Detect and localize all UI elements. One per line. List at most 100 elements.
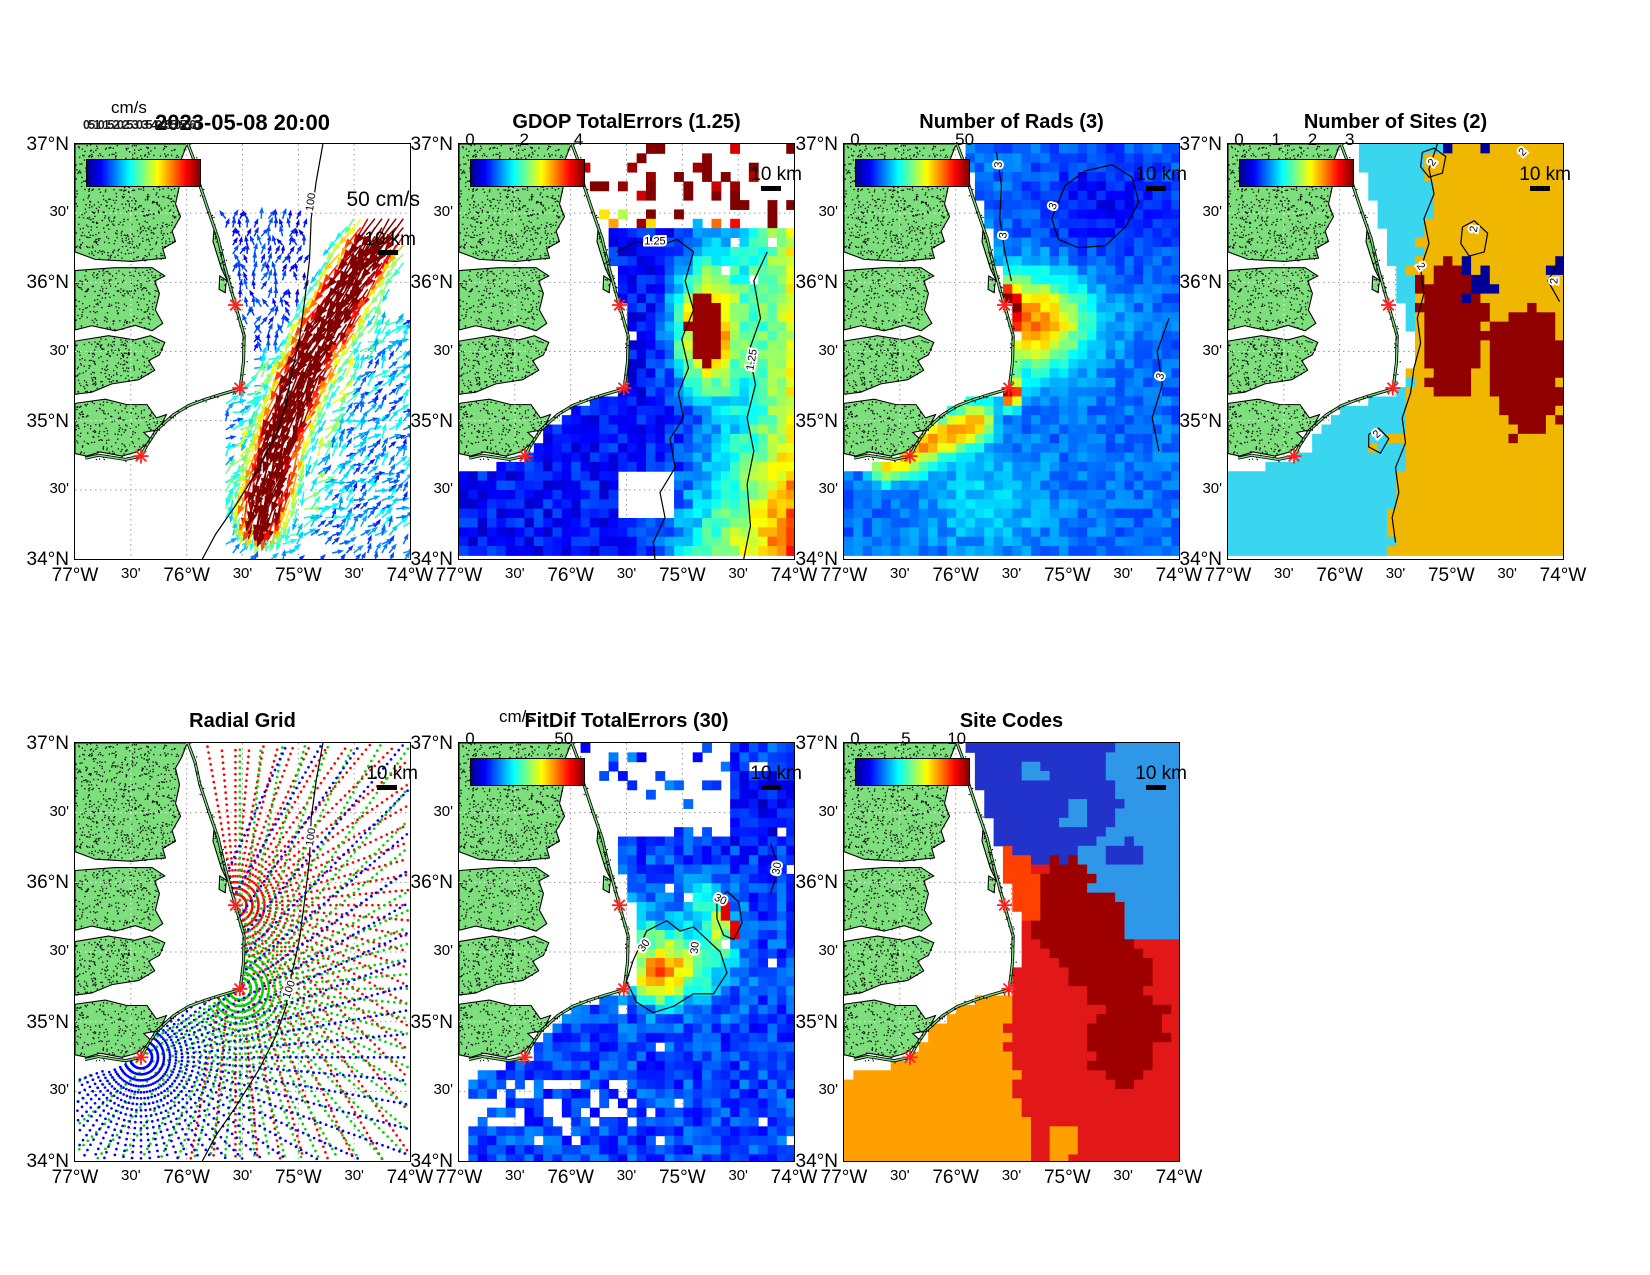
x-tick-label: 30' (505, 565, 525, 582)
map-canvas (844, 743, 1179, 1161)
x-tick-label: 76°W (932, 1167, 979, 1188)
colorbar-tick-label: 3 (1345, 130, 1355, 149)
scale-bar (1146, 185, 1167, 191)
x-tick-label: 75°W (274, 565, 322, 586)
x-tick-label: 74°W (1155, 565, 1203, 586)
y-tick-label: 30' (49, 1081, 69, 1099)
panel-surface-currents: 2023-05-08 20:00 cm/s 0 5 10 15 20 25 30… (27, 98, 434, 586)
y-tick-label: 30' (49, 341, 69, 359)
colorbar-tick-label: 0 (850, 130, 860, 149)
x-tick-label: 74°W (770, 1167, 818, 1188)
x-tick-label: 30' (728, 565, 748, 582)
x-tick-label: 74°W (1539, 565, 1587, 586)
y-tick-label: 30' (1202, 203, 1222, 221)
y-tick-label: 30' (433, 802, 453, 820)
x-tick-label: 30' (728, 1167, 748, 1184)
y-tick-label: 34°N (1179, 549, 1222, 570)
colorbar-tick-label: 5 (901, 729, 911, 748)
y-tick-label: 30' (818, 341, 838, 359)
panel-title: Radial Grid (189, 710, 296, 732)
y-tick-label: 35°N (26, 410, 69, 432)
reference-vector-label: 50 cm/s (346, 187, 420, 211)
x-tick-label: 74°W (770, 565, 818, 586)
y-tick-label: 30' (433, 942, 453, 959)
x-tick-label: 30' (1001, 1167, 1022, 1184)
y-tick-label: 30' (818, 802, 838, 820)
map-canvas (75, 144, 410, 559)
y-tick-label: 34°N (410, 549, 453, 570)
colorbar-tick-label: 0 (850, 729, 860, 748)
y-tick-label: 35°N (795, 410, 838, 432)
x-tick-label: 77°W (51, 565, 99, 586)
y-tick-label: 37°N (410, 134, 453, 155)
x-tick-label: 30' (121, 565, 141, 582)
y-tick-label: 37°N (795, 134, 838, 155)
panel-number-of-sites: Number of Sites (2) 0 1 2 3 10 km 77°W 30' 76… (1180, 111, 1587, 586)
y-tick-label: 35°N (410, 410, 453, 432)
scale-bar-label: 10 km (366, 763, 418, 785)
scale-bar (761, 185, 782, 191)
y-tick-label: 30' (1202, 479, 1222, 497)
y-tick-label: 30' (433, 479, 453, 497)
x-tick-label: 77°W (820, 565, 868, 586)
x-tick-label: 74°W (1155, 1167, 1203, 1188)
map-canvas (459, 144, 794, 559)
y-tick-label: 30' (49, 479, 69, 497)
x-tick-label: 77°W (51, 1167, 99, 1188)
colorbar-tick-label: 0 (465, 130, 475, 149)
scale-bar-label: 10 km (1519, 163, 1571, 185)
colorbar-tick-label: 0 (1234, 130, 1244, 149)
scale-bar (378, 250, 399, 256)
x-tick-label: 76°W (163, 565, 210, 586)
y-tick-label: 30' (433, 341, 453, 359)
x-tick-label: 30' (121, 1167, 141, 1184)
x-tick-label: 30' (344, 1167, 364, 1184)
y-tick-label: 34°N (26, 549, 69, 570)
colorbar (855, 159, 970, 187)
x-tick-label: 30' (616, 565, 637, 582)
panel-radial-grid: Radial Grid 10 km 77°W 30' 76°W 30' 75°W 30' 7… (27, 710, 434, 1188)
x-tick-label: 77°W (1204, 565, 1252, 586)
y-tick-label: 36°N (795, 872, 838, 894)
panel-title: GDOP TotalErrors (1.25) (512, 111, 741, 133)
panel-site-codes: Site Codes 0 5 10 10 km 77°W 30' 76°W 30' 75°W… (796, 710, 1203, 1188)
colorbar-tick-label: 10 (947, 729, 967, 748)
scale-bar (761, 784, 782, 790)
x-tick-label: 77°W (820, 1167, 868, 1188)
x-tick-label: 75°W (1043, 565, 1091, 586)
x-tick-label: 30' (1113, 1167, 1133, 1184)
y-tick-label: 34°N (410, 1151, 453, 1172)
map-canvas (844, 144, 1179, 559)
colorbar (470, 159, 585, 187)
y-tick-label: 35°N (795, 1011, 838, 1033)
y-tick-label: 30' (49, 802, 69, 820)
x-tick-label: 30' (1001, 565, 1022, 582)
y-tick-label: 30' (49, 203, 69, 221)
scale-bar-label: 10 km (750, 163, 802, 185)
panel-number-of-rads: Number of Rads (3) 0 50 10 km 77°W 30' 76°W… (796, 111, 1203, 586)
scale-bar-label: 10 km (364, 229, 416, 251)
x-tick-label: 30' (1113, 565, 1133, 582)
y-tick-label: 35°N (26, 1011, 69, 1033)
colorbar (470, 758, 585, 786)
scale-bar-label: 10 km (750, 763, 802, 785)
panel-fitdif-total-errors: FitDif TotalErrors (30) cm/s 0 50 10 km 7… (411, 707, 818, 1188)
panel-title: 2023-05-08 20:00 (155, 110, 330, 135)
scale-bar (377, 784, 398, 790)
y-tick-label: 34°N (26, 1151, 69, 1172)
x-tick-label: 75°W (658, 1167, 706, 1188)
y-tick-label: 34°N (795, 1151, 838, 1172)
scale-bar-label: 10 km (1135, 763, 1187, 785)
x-tick-label: 76°W (547, 565, 594, 586)
x-tick-label: 30' (890, 565, 910, 582)
y-tick-label: 36°N (26, 272, 69, 294)
x-tick-label: 75°W (658, 565, 706, 586)
y-tick-label: 36°N (410, 272, 453, 294)
x-tick-label: 30' (232, 565, 253, 582)
colorbar-tick-label: 2 (519, 130, 529, 149)
y-tick-label: 37°N (26, 733, 69, 754)
y-tick-label: 30' (818, 942, 838, 959)
y-tick-label: 34°N (795, 549, 838, 570)
x-tick-label: 30' (344, 565, 364, 582)
y-tick-label: 36°N (410, 872, 453, 894)
